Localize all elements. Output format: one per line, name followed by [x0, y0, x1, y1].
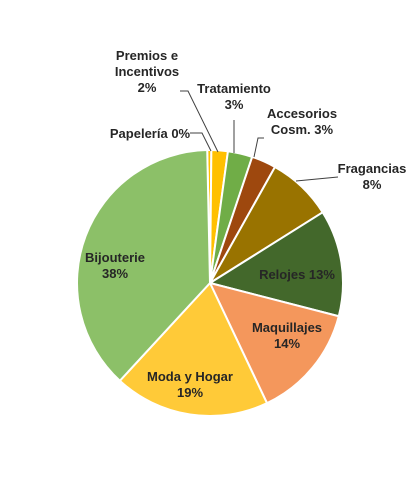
pie-slice — [118, 281, 269, 417]
slice-label-line: Premios e — [116, 48, 178, 63]
slice-label: Fragancias 8% — [338, 161, 407, 192]
slice-label-line: Bijouterie — [85, 250, 145, 265]
slice-label-line: 38% — [102, 266, 128, 281]
leader-line — [295, 176, 339, 182]
leader-line — [190, 132, 212, 152]
slice-label-line: 2% — [138, 80, 157, 95]
slice-label-line: Fragancias — [338, 161, 407, 176]
pie-slice — [207, 210, 344, 318]
slice-label: Maquillajes 14% — [252, 320, 322, 351]
slice-label: Tratamiento 3% — [197, 81, 271, 112]
slice-label-line: Relojes 13% — [259, 267, 335, 282]
pie-slices — [76, 148, 344, 417]
slice-label-line: Moda y Hogar — [147, 369, 233, 384]
slice-label-line: Accesorios — [267, 106, 337, 121]
slice-label-line: Incentivos — [115, 64, 179, 79]
slice-label-line: 14% — [274, 336, 300, 351]
slice-labels: Papelería 0% Premios e Incentivos 2% Tratami… — [85, 48, 406, 400]
slice-label-line: Maquillajes — [252, 320, 322, 335]
slice-label: Premios e Incentivos 2% — [115, 48, 179, 95]
slice-label-line: 19% — [177, 385, 203, 400]
slice-label: Relojes 13% — [259, 267, 335, 282]
pie-slice — [208, 281, 340, 405]
slice-label: Moda y Hogar 19% — [147, 369, 233, 400]
slice-label: Bijouterie 38% — [85, 250, 145, 281]
slice-label-line: 3% — [225, 97, 244, 112]
slice-label-line: 8% — [363, 177, 382, 192]
slice-label: Papelería 0% — [110, 126, 191, 141]
slice-label-line: Papelería 0% — [110, 126, 191, 141]
leader-line — [180, 90, 219, 153]
slice-label-line: Tratamiento — [197, 81, 271, 96]
slice-label: Accesorios Cosm. 3% — [267, 106, 337, 137]
pie-slice — [76, 149, 212, 383]
leader-lines — [180, 90, 339, 182]
leader-line — [253, 137, 264, 158]
slice-label-line: Cosm. 3% — [271, 122, 334, 137]
